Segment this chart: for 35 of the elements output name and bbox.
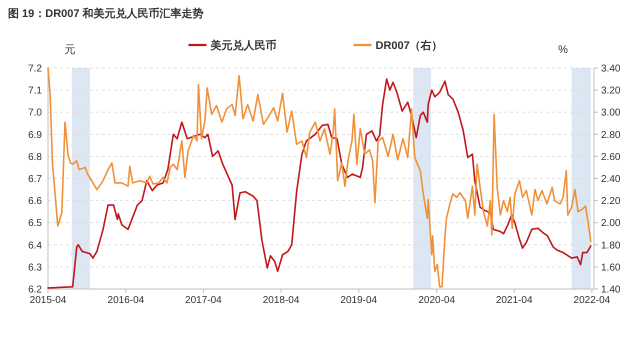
y2label: % [558,44,568,56]
y2tick: 2.60 [601,152,620,163]
ytick: 6.5 [28,218,42,230]
legend: DR007（右） [376,40,443,52]
ytick: 7.1 [28,86,42,97]
ylabel: 元 [64,44,76,56]
y2tick: 2.80 [601,130,620,141]
ytick: 6.8 [28,152,42,163]
ytick: 6.6 [28,196,42,208]
y2tick: 2.00 [601,218,620,230]
y2tick: 2.20 [601,196,620,208]
xtick: 2022-04 [574,295,610,306]
y2tick: 1.80 [601,240,620,252]
xtick: 2019-04 [340,295,378,306]
y2tick: 1.60 [601,262,620,274]
xtick: 2021-04 [496,295,533,306]
xtick: 2020-04 [418,295,456,306]
ytick: 6.2 [28,284,42,296]
xtick: 2015-04 [30,295,66,306]
y2tick: 1.40 [601,284,620,296]
y2tick: 2.40 [601,174,620,185]
xtick: 2016-04 [108,295,144,306]
ytick: 7.2 [28,64,42,74]
y2tick: 3.40 [601,64,620,74]
ytick: 7.0 [28,108,42,119]
ytick: 6.3 [28,262,42,274]
title: 图 19：DR007 和美元兑人民币汇率走势 [8,8,204,20]
xtick: 2017-04 [185,295,222,306]
legend: 美元兑人民币 [210,40,276,52]
y2tick: 3.20 [601,86,620,97]
ytick: 6.7 [28,174,42,185]
y2tick: 3.00 [601,108,620,119]
ytick: 6.9 [28,130,42,141]
ytick: 6.4 [28,240,42,252]
xtick: 2018-04 [262,295,300,306]
